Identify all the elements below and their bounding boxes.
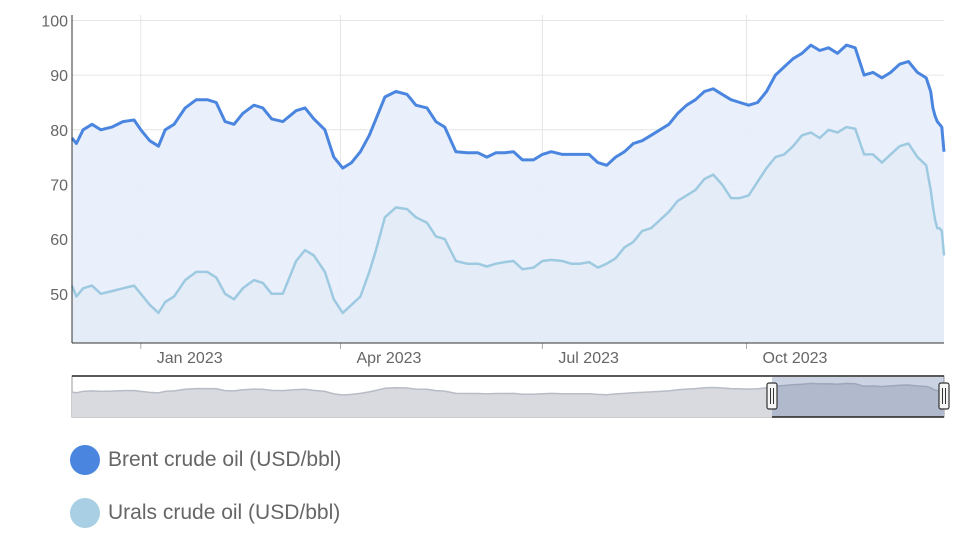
legend-item-urals[interactable]: Urals crude oil (USD/bbl)	[70, 496, 470, 530]
legend-marker-brent	[70, 445, 100, 475]
x-tick-label: Apr 2023	[356, 350, 421, 367]
navigator-selection	[772, 377, 944, 417]
y-tick-label: 80	[50, 123, 68, 140]
legend-label-urals: Urals crude oil (USD/bbl)	[108, 501, 341, 524]
legend-label-brent: Brent crude oil (USD/bbl)	[108, 448, 342, 471]
y-tick-label: 50	[50, 287, 68, 304]
y-tick-label: 90	[50, 68, 68, 85]
navigator-line	[71, 382, 945, 396]
x-tick-label: Jul 2023	[558, 350, 619, 367]
y-tick-label: 60	[50, 232, 68, 249]
y-tick-label: 100	[41, 13, 68, 30]
brent-line	[70, 43, 946, 170]
x-tick-label: Oct 2023	[763, 350, 828, 367]
y-tick-label: 70	[50, 177, 68, 194]
navigator	[71, 375, 950, 418]
handle-grip	[766, 382, 778, 410]
urals-line	[70, 125, 946, 315]
legend-item-brent[interactable]: Brent crude oil (USD/bbl)	[70, 443, 470, 477]
handle-grip	[938, 382, 950, 410]
legend-marker-urals	[70, 498, 100, 528]
x-tick-label: Jan 2023	[157, 350, 223, 367]
navigator-area	[72, 383, 944, 417]
urals-area	[72, 127, 944, 343]
navigator-handle-right[interactable]	[938, 382, 950, 410]
navigator-handle-left[interactable]	[766, 382, 778, 410]
